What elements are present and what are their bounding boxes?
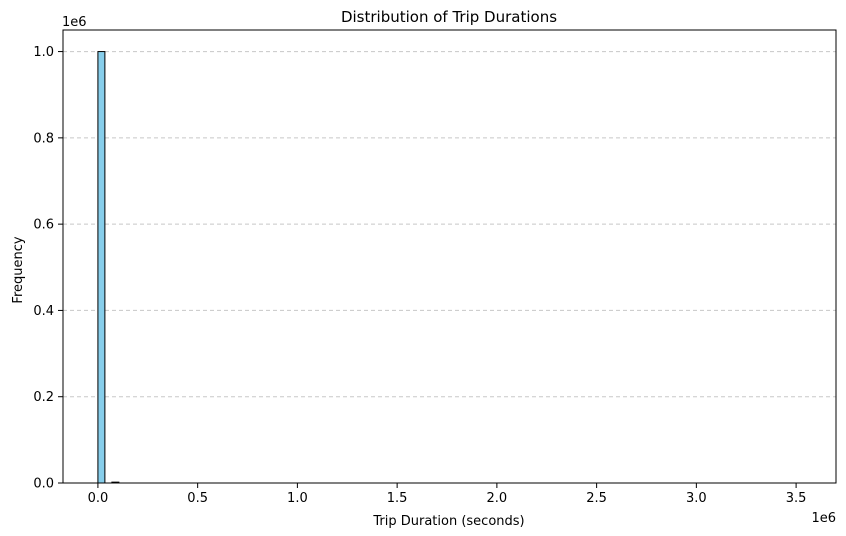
histogram-bar (97, 51, 106, 484)
x-offset-label: 1e6 (811, 511, 836, 526)
x-tick-label: 2.5 (586, 491, 607, 506)
y-tick-label: 0.4 (33, 304, 54, 319)
grid-lines (63, 51, 836, 398)
x-tick-label: 0.5 (187, 491, 208, 506)
x-tick-label: 3.0 (686, 491, 707, 506)
x-tick-label: 2.0 (487, 491, 508, 506)
x-tick-label: 1.0 (287, 491, 308, 506)
x-tick-label: 3.5 (786, 491, 807, 506)
x-tick-label: 0.0 (88, 491, 109, 506)
y-tick-label: 0.8 (33, 131, 54, 146)
x-tick-label: 1.5 (387, 491, 408, 506)
y-axis-ticks: 0.0 0.2 0.4 0.6 0.8 1.0 (33, 45, 63, 492)
histogram-bars (97, 51, 120, 484)
x-axis-ticks: 0.0 0.5 1.0 1.5 2.0 2.5 3.0 3.5 (88, 483, 807, 506)
plot-frame (62, 29, 837, 484)
y-tick-label: 0.0 (33, 477, 54, 492)
x-axis-label: Trip Duration (seconds) (372, 514, 524, 529)
chart-title: Distribution of Trip Durations (341, 8, 557, 26)
y-offset-label: 1e6 (62, 15, 87, 30)
y-axis-label: Frequency (11, 236, 26, 303)
y-tick-label: 0.6 (33, 218, 54, 233)
y-tick-label: 1.0 (33, 45, 54, 60)
y-tick-label: 0.2 (33, 390, 54, 405)
